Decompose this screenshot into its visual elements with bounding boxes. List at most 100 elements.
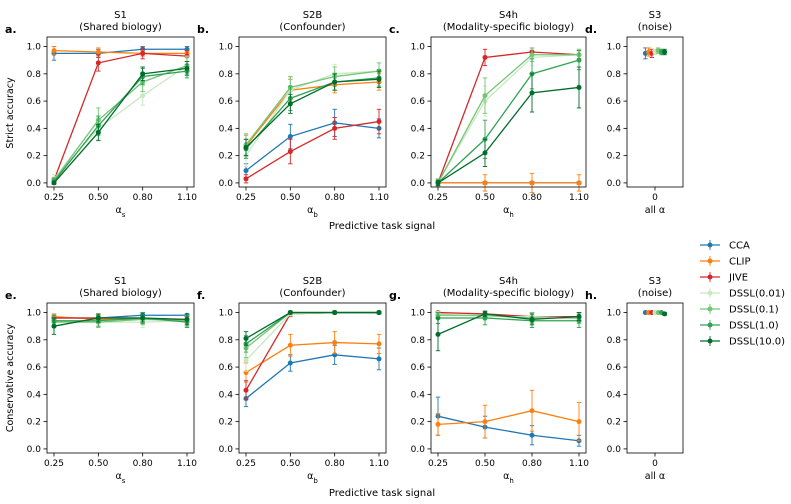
data-point — [332, 340, 338, 346]
series-DSSL(0.01) — [435, 48, 582, 188]
xtick-label: 0.50 — [88, 459, 108, 469]
xtick-label: 0.25 — [44, 459, 64, 469]
series-CLIP — [435, 389, 582, 442]
data-point — [287, 310, 293, 316]
ytick-label: 0.6 — [607, 363, 622, 373]
ytick-label: 0.4 — [27, 124, 42, 134]
legend-item-DSSL(1.0): DSSL(1.0) — [700, 320, 779, 332]
data-point — [184, 65, 190, 71]
series-CCA — [243, 344, 382, 408]
xtick-label: 0.25 — [236, 193, 256, 203]
ytick-label: 0.0 — [219, 179, 234, 189]
series-DSSL(10.0) — [435, 310, 582, 352]
panel-c: 0.0 0.2 0.4 0.6 0.8 1.0 0.25 0.50 0.80 1.10 S4h(Mo… — [389, 10, 589, 219]
data-point — [529, 316, 535, 322]
xtick-label: 1.10 — [177, 459, 197, 469]
ytick-label: 0.0 — [607, 179, 622, 189]
panel-f: 0.0 0.2 0.4 0.6 0.8 1.0 0.25 0.50 0.80 1.10 S2B(Co… — [197, 276, 389, 485]
data-point — [95, 315, 101, 321]
legend-label: DSSL(0.01) — [729, 289, 785, 300]
series-line — [245, 354, 380, 399]
series-DSSL(0.1) — [435, 47, 582, 188]
panel-letter: d. — [585, 23, 597, 36]
axis-xlabel: all α — [645, 471, 665, 482]
series-DSSL(0.1) — [51, 57, 190, 184]
ytick-label: 1.0 — [219, 43, 234, 53]
axes-frame — [626, 36, 684, 188]
ytick-label: 0.4 — [27, 390, 42, 400]
ytick-label: 0.0 — [607, 445, 622, 455]
legend-label: DSSL(1.0) — [729, 321, 779, 332]
data-point — [529, 408, 535, 414]
series-line — [437, 51, 580, 184]
legend-label: CCA — [729, 241, 750, 252]
series-line — [437, 86, 580, 184]
panel-b: 0.0 0.2 0.4 0.6 0.8 1.0 0.25 0.50 0.80 1.10 S2B(Co… — [197, 10, 389, 219]
legend-swatch-marker — [707, 242, 713, 248]
series-DSSL(1.0) — [243, 310, 382, 353]
series-line — [245, 120, 380, 180]
data-point — [51, 48, 57, 54]
data-point — [435, 421, 441, 427]
ytick-label: 0.8 — [411, 70, 426, 80]
xtick-label: 1.10 — [177, 193, 197, 203]
series-CLIP — [243, 73, 382, 158]
axes-frame — [46, 302, 195, 454]
panel-subtitle: (Modality-specific biology) — [443, 288, 574, 299]
ytick-label: 0.8 — [219, 70, 234, 80]
series-DSSL(1.0) — [435, 50, 582, 187]
ytick-label: 0.4 — [411, 390, 426, 400]
panel-d: 0.0 0.2 0.4 0.6 0.8 1.0 0 S3(noise) d. all α — [585, 10, 684, 216]
legend-label: CLIP — [729, 257, 751, 268]
data-point — [243, 168, 249, 174]
panel-a: 0.0 0.2 0.4 0.6 0.8 1.0 0.25 0.50 0.80 1.10 S1(Sha… — [5, 10, 197, 219]
axis-xlabel-subscript: s — [122, 211, 126, 219]
data-point — [287, 342, 293, 348]
data-point — [243, 357, 249, 363]
data-point — [376, 341, 382, 347]
data-point — [576, 57, 582, 63]
ytick-label: 0.0 — [27, 179, 42, 189]
axes-frame — [430, 36, 587, 188]
legend-item-CLIP: CLIP — [700, 256, 751, 268]
data-point — [243, 335, 249, 341]
data-point — [51, 180, 57, 186]
panel-subtitle: (Shared biology) — [79, 288, 162, 299]
data-point — [95, 49, 101, 55]
legend: CCA CLIP JIVE DSSL(0.01) DSSL(0.1) DSSL(1.0) D… — [700, 240, 785, 348]
series-line — [53, 70, 188, 182]
ytick-label: 0.6 — [27, 363, 42, 373]
ytick-label: 1.0 — [219, 309, 234, 319]
series-CLIP — [243, 331, 382, 383]
panel-title: S4h — [499, 10, 518, 21]
legend-item-CCA: CCA — [700, 240, 750, 252]
data-point — [376, 76, 382, 82]
ytick-label: 0.2 — [411, 152, 425, 162]
axes-frame — [238, 302, 387, 454]
series-DSSL(0.1) — [243, 62, 382, 157]
series-DSSL(0.01) — [51, 55, 190, 184]
legend-item-DSSL(0.01): DSSL(0.01) — [700, 288, 785, 300]
series-JIVE — [243, 108, 382, 184]
xtick-label: 0.50 — [88, 193, 108, 203]
legend-swatch-marker — [707, 274, 713, 280]
legend-swatch-marker — [707, 306, 713, 312]
shared-labels: Predictive task signal Predictive task s… — [5, 77, 435, 499]
data-point — [482, 54, 488, 60]
axis-xlabel-subscript: b — [313, 211, 318, 219]
panel-letter: c. — [389, 23, 400, 36]
data-point — [287, 360, 293, 366]
ytick-label: 0.8 — [607, 70, 622, 80]
data-point — [482, 93, 488, 99]
row-ylabel-bottom: Conservative accuracy — [5, 323, 16, 432]
panel-h: 0.0 0.2 0.4 0.6 0.8 1.0 0 S3(noise) h. all α — [585, 276, 684, 482]
data-point — [529, 180, 535, 186]
series-line — [437, 313, 580, 335]
data-point — [576, 180, 582, 186]
xtick-label: 0.50 — [475, 193, 495, 203]
xtick-label: 0 — [652, 459, 658, 469]
axes-frame — [430, 302, 587, 454]
ytick-label: 0.8 — [411, 336, 426, 346]
ytick-label: 0.8 — [219, 336, 234, 346]
